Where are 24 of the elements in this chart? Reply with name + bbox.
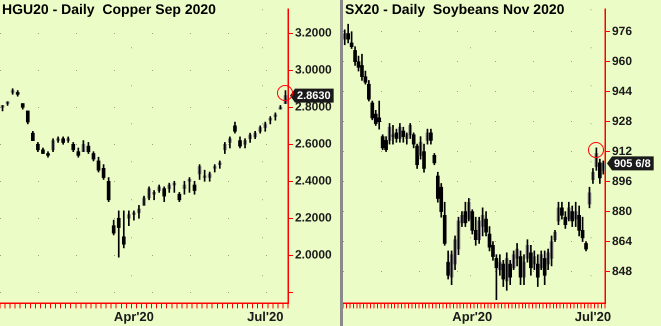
text: 2.8630 — [297, 90, 331, 102]
y-tick-label: 2.8000 — [295, 100, 332, 114]
y-tick-label: 944 — [612, 84, 632, 98]
y-tick-label: 2.6000 — [295, 136, 332, 151]
y-tick-label: 2.4000 — [295, 174, 332, 188]
x-tick-label: Jul'20 — [574, 308, 612, 324]
x-tick-label: Jul'20 — [247, 308, 284, 324]
chart-title: HGU20 - Daily Copper Sep 2020 — [2, 0, 216, 17]
y-tick-label: 912 — [612, 144, 632, 158]
y-tick-label: 3.0000 — [295, 62, 332, 77]
x-tick-label: Apr'20 — [114, 308, 154, 324]
y-tick-label: 2.0000 — [295, 248, 332, 262]
y-tick-label: 880 — [612, 204, 632, 218]
y-tick-label: 960 — [612, 54, 632, 68]
y-tick-label: 976 — [612, 24, 632, 38]
chart-title: SX20 - Daily Soybeans Nov 2020 — [345, 0, 565, 17]
text: 905 6/8 — [614, 158, 651, 170]
y-tick-label: 2.2000 — [295, 210, 332, 225]
x-tick-label: Apr'20 — [452, 308, 492, 324]
y-tick-label: 928 — [612, 114, 632, 128]
y-tick-label: 864 — [612, 234, 632, 248]
y-tick-label: 3.2000 — [295, 26, 332, 40]
y-tick-label: 896 — [612, 174, 632, 188]
y-tick-label: 848 — [612, 264, 632, 278]
